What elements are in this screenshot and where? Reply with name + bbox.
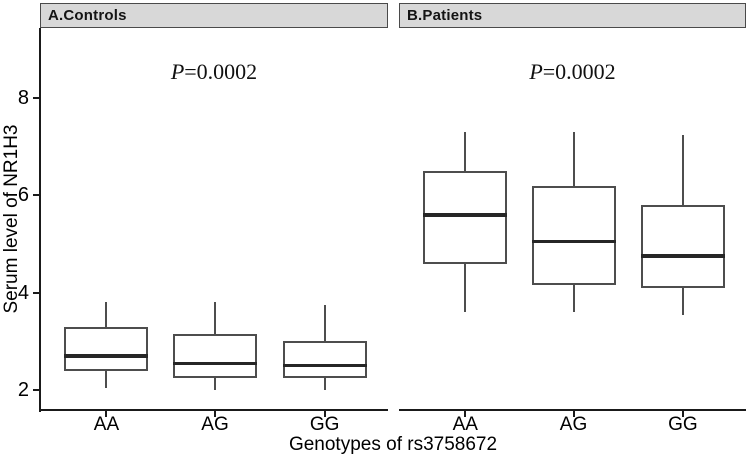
boxplot-box-aa [423,171,508,264]
x-axis-title: Genotypes of rs3758672 [288,434,498,455]
median-line [531,239,616,244]
panel-strip-label: B.Patients [407,7,483,24]
panel-strip-a-controls: A.Controls [40,3,388,28]
boxplot-box-gg [640,205,725,288]
x-tick-mark [214,411,217,417]
upper-whisker-line [323,304,326,342]
y-tick-label: 6 [17,184,29,207]
x-axis-line [399,409,746,411]
median-line [640,254,725,258]
x-tick-label: AA [452,414,478,435]
p-value-annotation: P=0.0002 [529,59,616,84]
median-line [173,361,258,366]
x-tick-label: AG [559,414,588,435]
x-tick-mark [681,411,684,417]
x-tick-label: GG [309,414,340,435]
upper-whisker-line [105,302,108,327]
p-value-annotation: P=0.0002 [170,59,258,84]
lower-whisker-line [214,377,217,391]
x-tick-mark [323,411,326,417]
lower-whisker-line [323,377,326,391]
panel-strip-label: A.Controls [48,7,127,24]
x-tick-mark [464,411,467,417]
upper-whisker-line [214,302,217,335]
y-tick-label: 4 [17,281,29,304]
y-tick-mark [33,389,39,392]
y-axis-title: Serum level of NR1H3 [1,124,22,314]
x-tick-label: AG [201,414,229,435]
median-line [64,354,149,358]
median-line [282,363,367,368]
lower-whisker-line [681,287,684,315]
y-tick-label: 8 [17,87,29,110]
y-tick-mark [33,291,39,294]
y-tick-mark [33,194,39,197]
boxplot-box-gg [282,341,367,378]
median-line [423,213,508,217]
y-axis-line [39,28,41,412]
lower-whisker-line [464,263,467,313]
boxplot-box-ag [531,185,616,286]
y-tick-label: 2 [17,379,29,402]
lower-whisker-line [105,370,108,388]
boxplot-box-aa [64,326,149,371]
y-tick-mark [33,97,39,100]
boxplot-box-ag [173,334,258,378]
x-tick-label: AA [93,414,120,435]
upper-whisker-line [681,134,684,206]
upper-whisker-line [464,132,467,172]
x-tick-mark [572,411,575,417]
panel-strip-b-patients: B.Patients [399,3,746,28]
lower-whisker-line [572,285,575,313]
x-tick-mark [105,411,108,417]
x-tick-label: GG [668,414,698,435]
x-axis-line [40,409,388,411]
upper-whisker-line [572,132,575,186]
